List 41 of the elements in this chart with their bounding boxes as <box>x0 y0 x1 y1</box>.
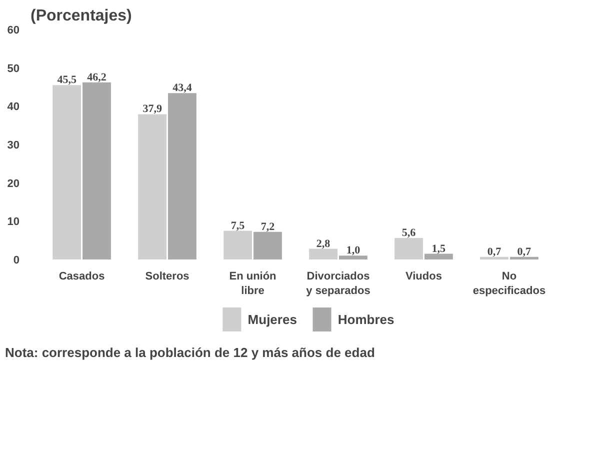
x-tick-label: Divorciados y separados <box>306 270 370 297</box>
y-tick-label: 60 <box>7 24 20 36</box>
data-label: 45,5 <box>57 74 77 86</box>
bar <box>52 85 82 260</box>
y-tick-label: 20 <box>7 178 20 190</box>
data-label: 37,9 <box>142 103 162 116</box>
bar <box>394 238 423 260</box>
text: Nota: corresponde a la población de 12 y más años de edad <box>5 344 375 362</box>
data-label: 2,8 <box>316 238 331 250</box>
bar <box>254 232 282 260</box>
data-label: 1,0 <box>346 244 361 257</box>
data-label: 1,5 <box>432 242 446 255</box>
bar <box>424 254 453 260</box>
bar <box>309 248 338 260</box>
y-tick-label: 10 <box>7 216 20 228</box>
y-tick-label: 50 <box>7 62 20 75</box>
x-tick-label: En unión libre <box>229 270 277 297</box>
data-label: 0,7 <box>517 246 532 258</box>
data-label: 7,2 <box>260 220 276 233</box>
y-tick-label: 40 <box>7 101 20 114</box>
y-tick-label: 30 <box>7 140 20 152</box>
data-label: 46,2 <box>87 71 107 84</box>
data-label: 5,6 <box>402 227 416 240</box>
x-tick-label: Viudos <box>405 270 442 282</box>
data-label: 0,7 <box>487 246 502 258</box>
data-label: 7,5 <box>230 220 246 232</box>
bar <box>510 256 538 260</box>
y-tick-label: 0 <box>13 254 20 266</box>
bar <box>224 230 252 260</box>
x-tick-label: Casados <box>58 270 105 282</box>
data-label: 43,4 <box>172 82 192 94</box>
chart-title: (Porcentajes) <box>30 8 132 24</box>
x-tick-label: No especificados <box>472 270 546 297</box>
bar <box>168 93 196 260</box>
bar <box>82 82 111 260</box>
legend-label: Hombres <box>338 312 394 327</box>
legend-label: Mujeres <box>248 312 297 327</box>
bar <box>480 256 508 260</box>
bar <box>338 256 368 260</box>
x-tick-label: Solteros <box>145 270 190 282</box>
bar <box>138 114 167 260</box>
